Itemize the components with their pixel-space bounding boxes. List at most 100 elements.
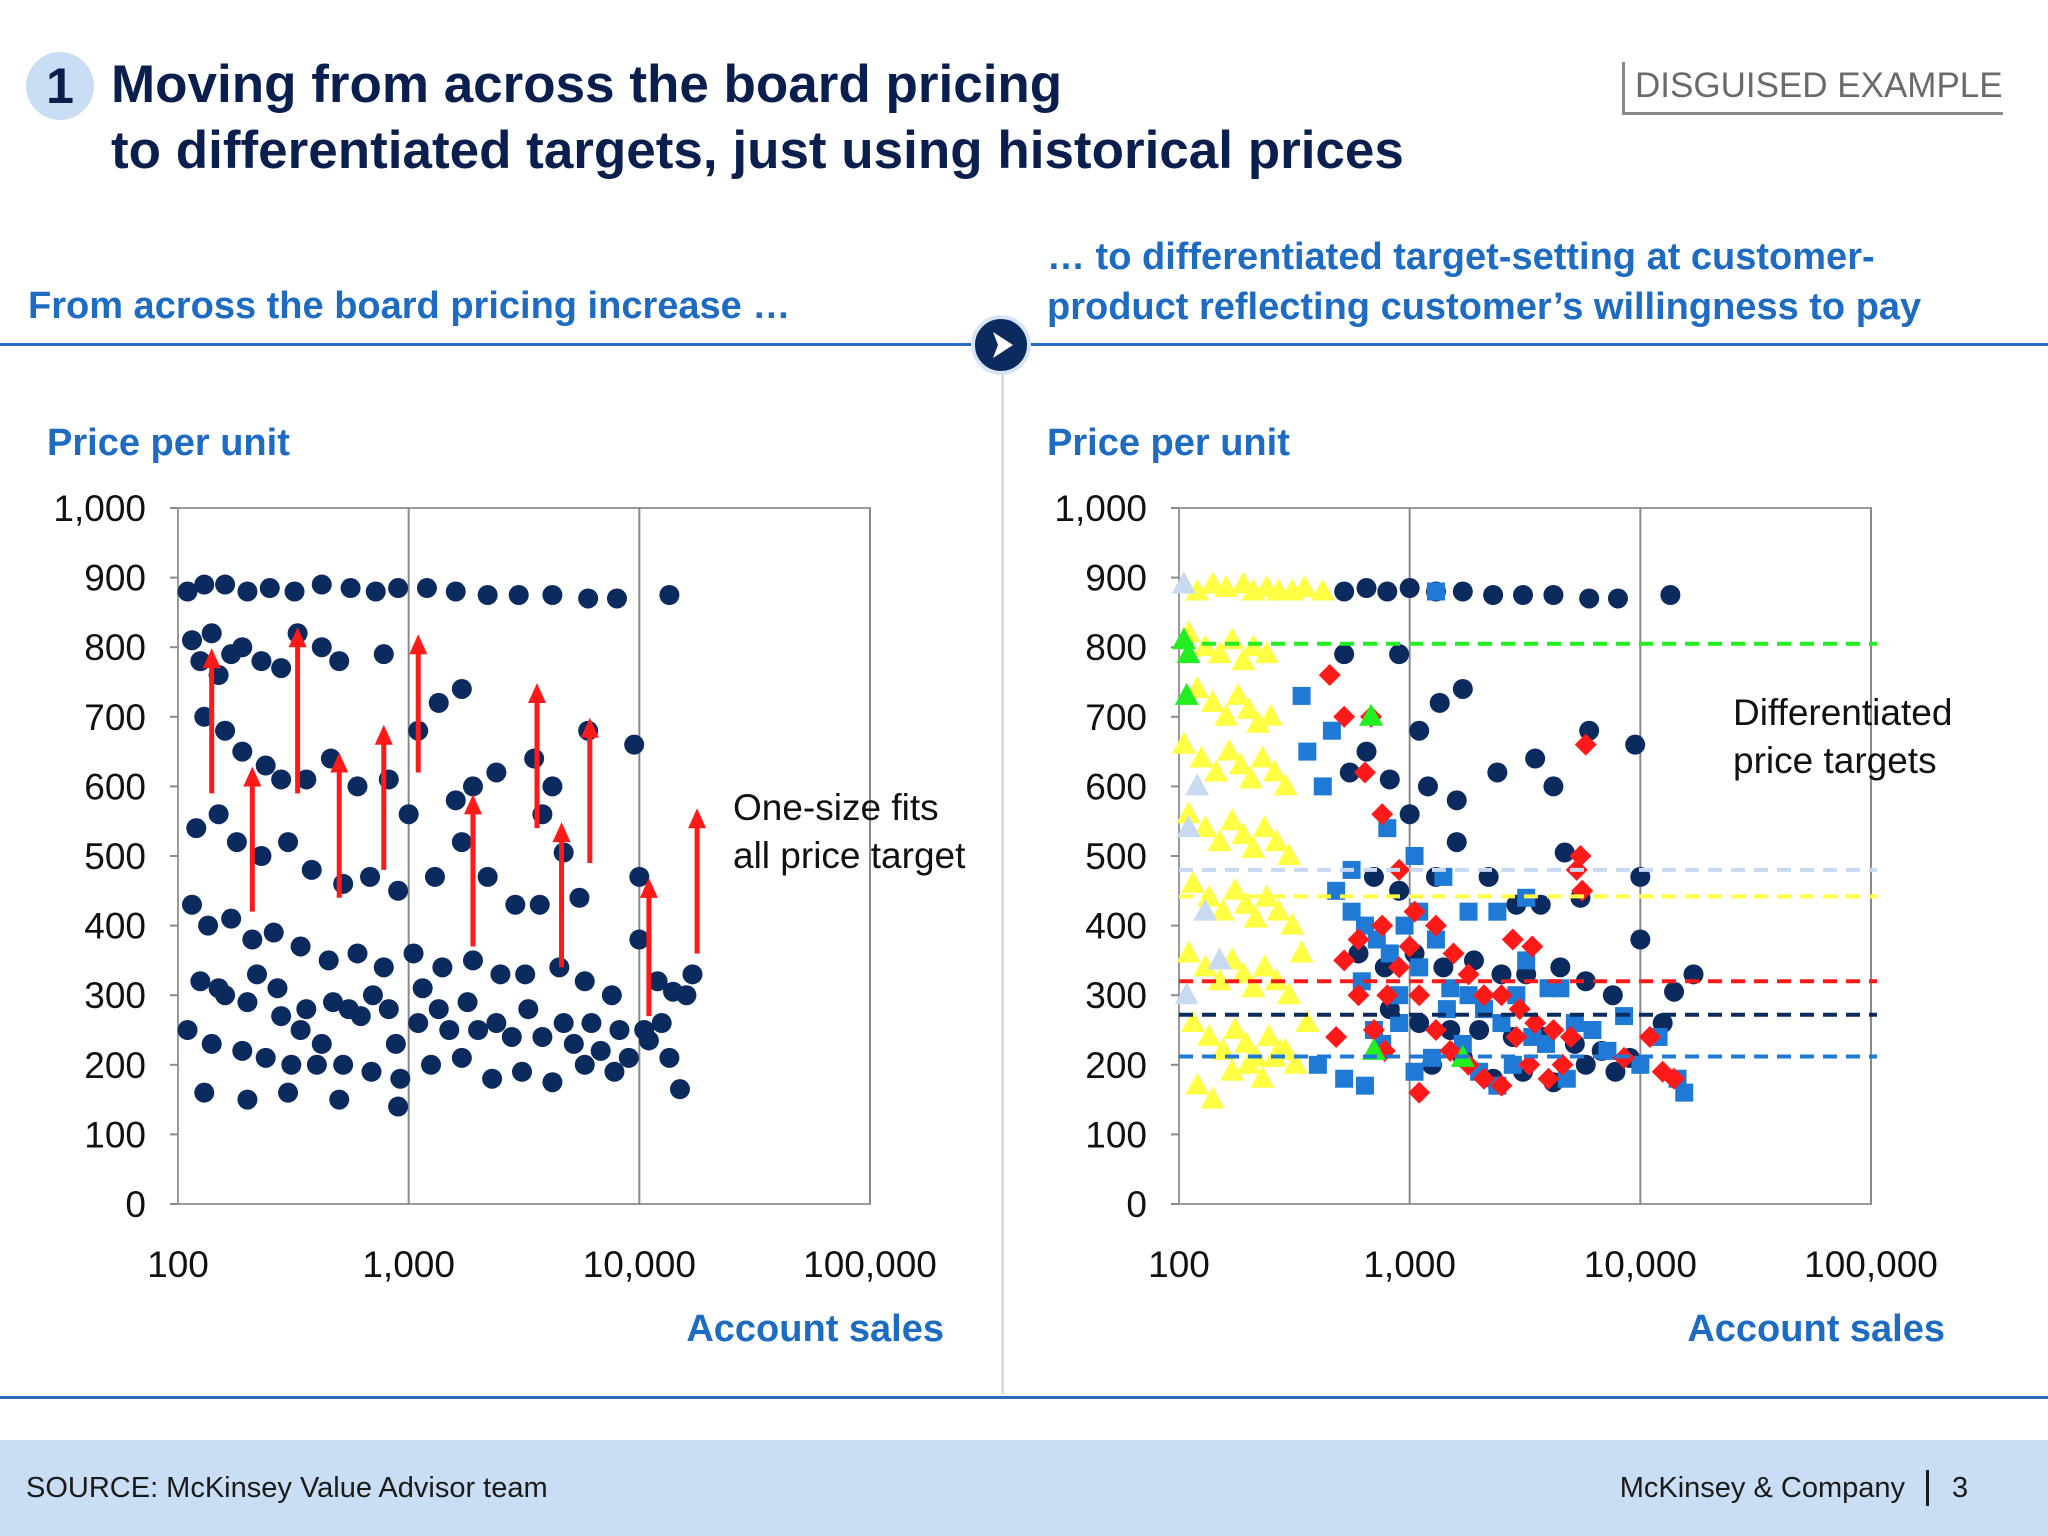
y-tick-label: 600 — [84, 766, 146, 807]
data-point-triangle — [1273, 1037, 1298, 1060]
data-point-circle — [201, 1033, 222, 1054]
data-point-triangle — [1310, 578, 1335, 601]
data-point-diamond — [1442, 942, 1465, 965]
data-point-circle — [524, 748, 545, 769]
data-point-circle — [601, 985, 622, 1006]
data-point-circle — [1605, 1061, 1626, 1082]
disguised-example-tag: DISGUISED EXAMPLE — [1622, 62, 2003, 115]
data-point-circle — [198, 915, 219, 936]
data-point-circle — [1446, 790, 1467, 811]
data-point-circle — [194, 574, 215, 595]
data-point-circle — [1409, 720, 1430, 741]
data-point-circle — [647, 971, 668, 992]
data-point-circle — [259, 578, 280, 599]
y-tick-label: 500 — [84, 836, 146, 877]
data-point-square — [1426, 582, 1445, 601]
right-scatter-chart: Price per unit01002003004005006007008009… — [1047, 422, 1952, 1350]
data-point-triangle — [1176, 801, 1201, 824]
data-point-circle — [190, 971, 211, 992]
data-point-diamond — [1333, 705, 1356, 728]
data-point-circle — [416, 578, 437, 599]
price-increase-arrow-head — [288, 627, 307, 648]
data-point-circle — [532, 1026, 553, 1047]
data-point-circle — [306, 1054, 327, 1075]
data-point-circle — [201, 623, 222, 644]
data-point-circle — [462, 950, 483, 971]
data-point-circle — [1339, 762, 1360, 783]
data-point-triangle — [1264, 829, 1289, 852]
data-point-circle — [340, 578, 361, 599]
data-point-triangle — [1207, 968, 1232, 991]
data-point-circle — [251, 846, 272, 866]
data-point-circle — [177, 1020, 198, 1040]
y-tick-label: 800 — [1085, 627, 1147, 668]
data-point-square — [1390, 1014, 1409, 1033]
data-point-triangle — [1207, 829, 1232, 852]
data-point-circle — [267, 978, 288, 999]
data-point-circle — [451, 678, 472, 699]
data-point-circle — [242, 929, 263, 950]
x-tick-label: 1,000 — [1363, 1244, 1456, 1285]
data-point-circle — [1487, 762, 1508, 783]
data-point-circle — [604, 1061, 625, 1082]
data-point-triangle — [1262, 759, 1287, 782]
data-point-circle — [215, 720, 236, 741]
data-point-circle — [373, 957, 394, 978]
data-point-circle — [290, 936, 311, 957]
data-point-triangle — [1214, 703, 1239, 726]
data-point-diamond — [1518, 1053, 1541, 1076]
data-point-triangle — [1241, 975, 1266, 998]
data-point-circle — [311, 1033, 332, 1054]
data-point-circle — [388, 1096, 409, 1117]
data-point-square — [1322, 721, 1341, 740]
next-arrow-icon — [971, 315, 1031, 375]
y-tick-label: 800 — [84, 627, 146, 668]
data-point-triangle — [1217, 738, 1242, 761]
data-point-triangle — [1207, 641, 1232, 664]
data-point-circle — [439, 1020, 460, 1040]
data-point-diamond — [1542, 1019, 1565, 1041]
data-point-circle — [515, 964, 536, 985]
data-point-triangle — [1254, 641, 1279, 664]
data-point-triangle — [1174, 982, 1199, 1005]
data-point-circle — [271, 658, 292, 679]
data-point-circle — [378, 999, 399, 1020]
data-point-diamond — [1398, 935, 1421, 958]
data-point-circle — [215, 574, 236, 595]
data-point-triangle — [1207, 947, 1232, 970]
page-title: Moving from across the board pricing to … — [111, 52, 1511, 184]
data-point-triangle — [1176, 641, 1201, 664]
data-point-triangle — [1233, 891, 1258, 914]
data-point-square — [1488, 902, 1507, 921]
data-point-circle — [563, 1033, 584, 1054]
data-point-circle — [638, 1030, 659, 1051]
data-point-circle — [271, 769, 292, 790]
data-point-triangle — [1236, 1051, 1261, 1074]
y-tick-label: 0 — [1126, 1184, 1147, 1225]
y-tick-label: 700 — [84, 697, 146, 738]
data-point-circle — [388, 578, 409, 599]
data-point-circle — [318, 950, 339, 971]
data-point-diamond — [1403, 900, 1426, 923]
data-point-diamond — [1472, 984, 1495, 1007]
data-point-triangle — [1193, 815, 1218, 838]
data-point-circle — [529, 894, 550, 915]
right-subheading-line-1: … to differentiated target-setting at cu… — [1047, 236, 1875, 278]
data-point-circle — [1452, 581, 1473, 602]
data-point-circle — [1399, 578, 1420, 599]
price-increase-arrow-head — [552, 822, 571, 843]
data-point-triangle — [1295, 1010, 1320, 1033]
data-point-circle — [676, 985, 697, 1006]
data-point-circle — [1607, 588, 1628, 609]
data-point-circle — [477, 866, 498, 887]
data-point-square — [1292, 686, 1311, 705]
data-point-circle — [329, 1089, 350, 1110]
data-point-diamond — [1521, 935, 1544, 958]
data-point-triangle — [1231, 822, 1256, 845]
data-point-circle — [574, 1054, 595, 1075]
data-point-diamond — [1362, 1019, 1385, 1041]
data-point-square — [1675, 1083, 1694, 1102]
data-point-circle — [177, 581, 198, 602]
data-point-circle — [542, 585, 563, 605]
x-axis-title: Account sales — [686, 1308, 944, 1350]
